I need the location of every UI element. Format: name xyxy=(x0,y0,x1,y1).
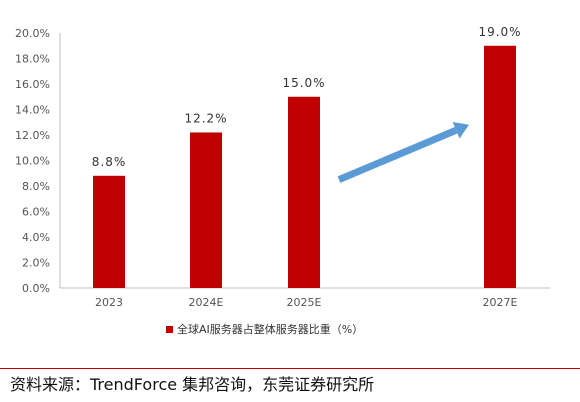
y-tick-labels: 0.0% 2.0% 4.0% 6.0% 8.0% 10.0% 12.0% 14.0% 16.0%… xyxy=(15,27,50,295)
y-tick-label: 20.0% xyxy=(15,27,50,40)
bar xyxy=(190,132,222,288)
y-tick-label: 18.0% xyxy=(15,53,50,66)
x-tick-label: 2027E xyxy=(483,296,518,309)
bar-chart: 0.0% 2.0% 4.0% 6.0% 8.0% 10.0% 12.0% 14.0% 16.0%… xyxy=(15,25,550,336)
x-tick-label: 2023 xyxy=(95,296,123,309)
legend: 全球AI服务器占整体服务器比重（%） xyxy=(166,322,363,336)
arrow-shaft xyxy=(337,127,458,183)
bar xyxy=(484,45,516,288)
data-label: 8.8% xyxy=(92,155,127,169)
x-tick-label: 2024E xyxy=(189,296,224,309)
y-tick-label: 6.0% xyxy=(22,206,50,219)
y-tick-label: 0.0% xyxy=(22,282,50,295)
data-label: 12.2% xyxy=(184,111,227,125)
bar xyxy=(288,96,320,288)
data-labels: 8.8% 12.2% 15.0% 19.0% xyxy=(92,25,521,169)
y-tick-label: 16.0% xyxy=(15,78,50,91)
data-label: 15.0% xyxy=(282,76,325,90)
y-tick-label: 14.0% xyxy=(15,104,50,117)
y-tick-label: 8.0% xyxy=(22,180,50,193)
y-tick-label: 2.0% xyxy=(22,257,50,270)
bar xyxy=(93,175,125,288)
y-tick-label: 10.0% xyxy=(15,155,50,168)
x-tick-labels: 2023 2024E 2025E 2027E xyxy=(95,296,518,309)
y-tick-label: 12.0% xyxy=(15,129,50,142)
x-tick-label: 2025E xyxy=(287,296,322,309)
legend-label: 全球AI服务器占整体服务器比重（%） xyxy=(177,322,363,336)
trend-arrow xyxy=(337,121,469,183)
data-label: 19.0% xyxy=(478,25,521,39)
arrow-head xyxy=(452,121,469,139)
source-divider xyxy=(0,368,580,369)
bars xyxy=(93,45,516,288)
y-tick-label: 4.0% xyxy=(22,231,50,244)
legend-swatch xyxy=(166,326,173,333)
source-note: 资料来源：TrendForce 集邦咨询，东莞证券研究所 xyxy=(10,375,375,394)
